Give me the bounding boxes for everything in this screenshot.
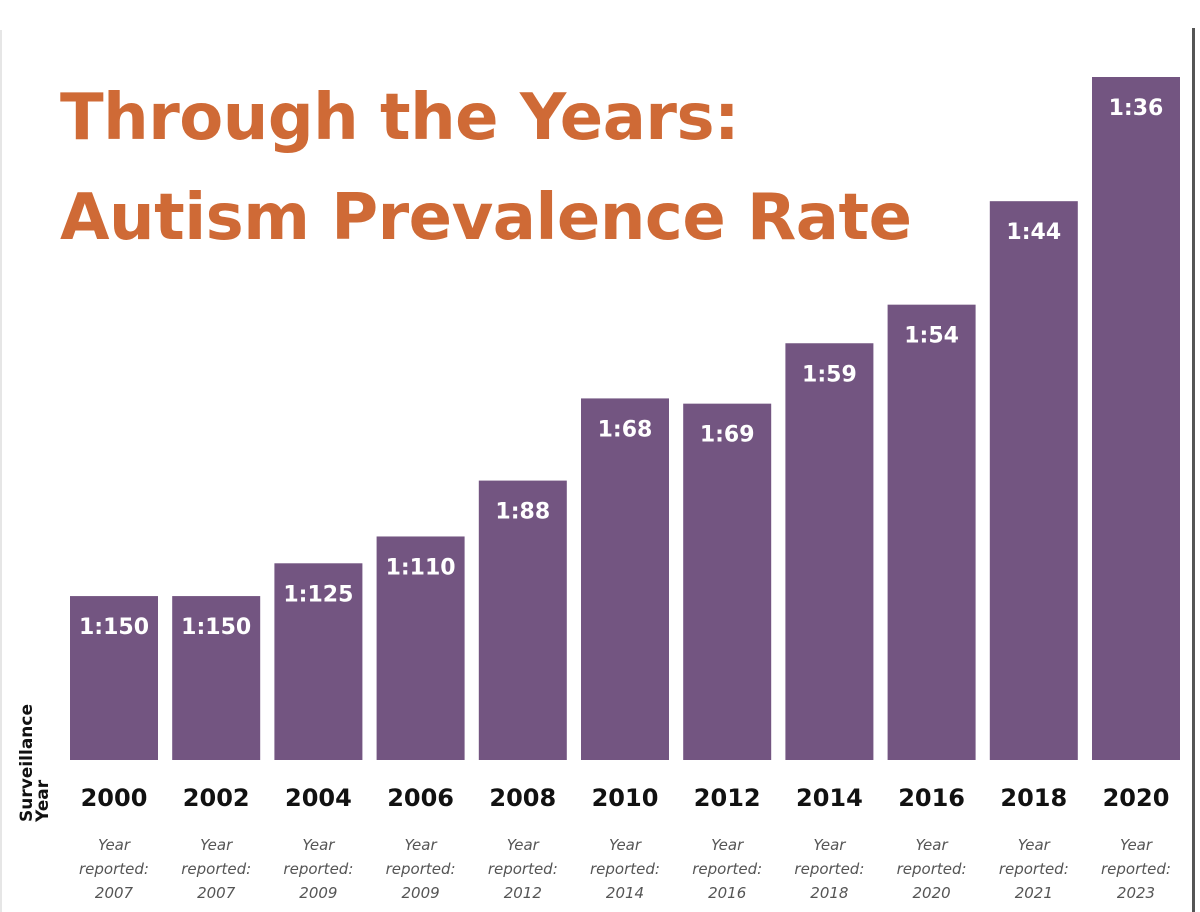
reported-caption: Year [98, 836, 131, 854]
reported-caption: reported: [283, 860, 353, 878]
reported-caption: Year [200, 836, 233, 854]
bar-value-label: 1:150 [79, 615, 149, 640]
bar-2018 [989, 201, 1078, 760]
x-tick-label: 2016 [898, 784, 965, 812]
reported-caption: reported: [590, 860, 660, 878]
chart-title-line-1: Through the Years: [60, 81, 740, 155]
reported-caption: reported: [181, 860, 251, 878]
x-axis-label: Surveillance Year [17, 704, 53, 823]
bar-2002 [172, 596, 261, 760]
reported-caption: reported: [1101, 860, 1171, 878]
bar-value-label: 1:68 [598, 417, 653, 442]
bar-2016 [887, 304, 976, 760]
x-tick-label: 2018 [1000, 784, 1067, 812]
bar-2010 [581, 398, 669, 760]
bar-value-label: 1:36 [1109, 96, 1164, 121]
x-tick-label: 2012 [694, 784, 761, 812]
bar-2008 [478, 480, 567, 760]
right-border [1192, 28, 1195, 912]
reported-caption: reported: [692, 860, 762, 878]
reported-caption: reported: [79, 860, 149, 878]
x-tick-label: 2006 [387, 784, 454, 812]
reported-caption: reported: [897, 860, 967, 878]
reported-caption: Year [405, 836, 438, 854]
reported-year: 2020 [913, 884, 951, 902]
reported-caption: Year [1018, 836, 1051, 854]
bar-value-label: 1:110 [386, 555, 456, 580]
reported-year: 2012 [504, 884, 542, 902]
bar-value-label: 1:69 [700, 423, 755, 448]
x-tick-label: 2002 [183, 784, 250, 812]
reported-caption: Year [302, 836, 335, 854]
bar-2000 [70, 596, 158, 760]
bar-2020 [1092, 77, 1180, 760]
reported-caption: Year [609, 836, 642, 854]
reported-caption: Year [1120, 836, 1153, 854]
reported-caption: Year [813, 836, 846, 854]
bar-value-label: 1:59 [802, 362, 857, 387]
bar-2012 [683, 403, 772, 760]
bar-2004 [274, 563, 363, 760]
bar-value-label: 1:44 [1006, 220, 1061, 245]
bar-value-label: 1:150 [181, 615, 251, 640]
x-tick-label: 2008 [489, 784, 556, 812]
reported-year: 2009 [402, 884, 440, 902]
x-axis-label-line-1: Surveillance [17, 704, 37, 822]
bar-2006 [376, 536, 465, 760]
bar-value-label: 1:88 [495, 500, 550, 525]
reported-caption: reported: [999, 860, 1069, 878]
bar-2014 [785, 343, 874, 760]
left-border [0, 30, 2, 912]
reported-caption: Year [711, 836, 744, 854]
reported-year: 2016 [708, 884, 746, 902]
x-tick-label: 2020 [1103, 784, 1170, 812]
reported-caption: Year [507, 836, 540, 854]
chart-title: Through the Years: Autism Prevalence Rat… [60, 68, 912, 268]
x-tick-label: 2004 [285, 784, 352, 812]
bar-value-label: 1:125 [283, 582, 353, 607]
x-axis-label-line-2: Year [33, 779, 53, 823]
x-tick-label: 2010 [592, 784, 659, 812]
reported-caption: Year [916, 836, 949, 854]
reported-year: 2014 [606, 884, 644, 902]
reported-year: 2009 [299, 884, 337, 902]
reported-year: 2023 [1117, 884, 1155, 902]
x-tick-label: 2000 [81, 784, 148, 812]
reported-year: 2007 [197, 884, 236, 902]
bar-value-label: 1:54 [904, 324, 959, 349]
reported-year: 2018 [810, 884, 848, 902]
reported-year: 2021 [1015, 884, 1053, 902]
reported-caption: reported: [794, 860, 864, 878]
chart-title-line-2: Autism Prevalence Rate [60, 181, 912, 255]
reported-year: 2007 [95, 884, 134, 902]
bars-group: 1:150 2000 Year reported: 2007 1:150 2002 Year r… [70, 77, 1180, 902]
x-tick-label: 2014 [796, 784, 863, 812]
reported-caption: reported: [488, 860, 558, 878]
reported-caption: reported: [386, 860, 456, 878]
